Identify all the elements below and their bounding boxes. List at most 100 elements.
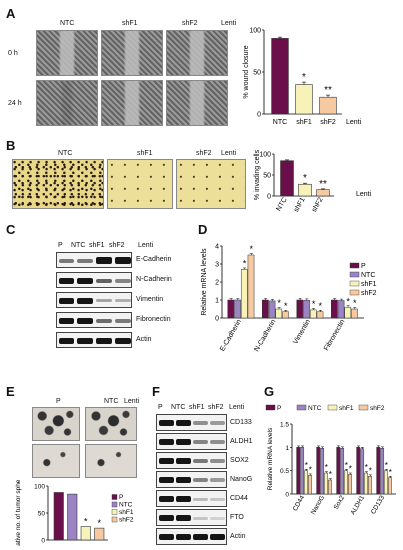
lenti-label: Lenti (221, 20, 237, 27)
lenti-label: Lenti (229, 404, 245, 411)
legend-label: P (361, 263, 366, 270)
bar (234, 299, 241, 319)
significance-mark: ** (319, 179, 327, 190)
x-tick-label: CD133 (370, 494, 386, 515)
protein-label: NanoG (230, 476, 253, 483)
x-tick-label: E-Cadherin (219, 318, 243, 352)
significance-mark: * (349, 465, 352, 474)
bar (280, 160, 294, 197)
col-label-shf1: shF1 (122, 20, 138, 27)
row-label-24h: 24 h (8, 100, 22, 107)
y-tick-label: 0 (215, 316, 219, 323)
wound-image-ntc-24h (36, 80, 98, 126)
y-tick-label: 100 (259, 152, 271, 159)
protein-label: Fibronectin (136, 316, 171, 323)
x-tick-label: shF1 (296, 119, 312, 126)
significance-mark: * (319, 301, 323, 311)
x-tick-label: ALDH1 (350, 494, 367, 516)
bar (303, 300, 310, 319)
x-tick-label: NTC (275, 197, 288, 213)
blot-e-cadherin (56, 252, 132, 268)
wound-image-shf2-0h (166, 30, 228, 76)
significance-mark: * (84, 517, 88, 527)
bar (316, 189, 330, 197)
col-label-shf2: shF2 (109, 242, 125, 249)
protein-label: CD133 (230, 419, 252, 426)
protein-label: Actin (136, 336, 152, 343)
bar (319, 96, 337, 115)
bar (275, 308, 283, 319)
col-label-shf1: shF1 (137, 150, 153, 157)
y-tick-label: 1 (215, 298, 219, 305)
x-tick-label: CD44 (292, 494, 307, 512)
x-tick-label: Fibronectin (323, 318, 346, 352)
panel-label-g: G (264, 384, 275, 399)
blot-fto (156, 509, 227, 526)
legend-swatch (349, 289, 360, 296)
significance-mark: * (365, 463, 368, 472)
legend-swatch (296, 404, 307, 411)
legend-swatch (349, 262, 360, 269)
y-axis-label: Relative mRNA levels (201, 248, 208, 316)
blot-fibronectin (56, 312, 132, 328)
blot-n-cadherin (56, 272, 132, 288)
panel-label-a: A (6, 6, 16, 21)
sphere-image-p (32, 407, 80, 441)
significance-mark: * (345, 461, 348, 470)
protein-label: N-Cadherin (136, 276, 172, 283)
blot-cd133 (156, 414, 227, 431)
blot-actin (156, 528, 227, 545)
blot-aldh1 (156, 433, 227, 450)
lenti-label: Lenti (124, 398, 140, 405)
chart-invading-cells: 0 50 100 NTC * shF1 ** shF2 Lenti % invading cell… (254, 149, 372, 213)
bar (298, 183, 312, 197)
significance-mark: * (369, 466, 372, 475)
col-label-shf2: shF2 (196, 150, 212, 157)
col-label-ntc: NTC (58, 150, 73, 157)
panel-label-e: E (6, 384, 15, 399)
bar (328, 479, 332, 495)
bar (240, 269, 248, 319)
y-tick-label: 0 (267, 194, 271, 201)
col-label-ntc: NTC (171, 404, 186, 411)
bar (340, 448, 345, 495)
bar (247, 254, 255, 319)
bar (304, 470, 308, 495)
significance-mark: * (303, 173, 307, 184)
significance-mark: * (277, 298, 281, 308)
bar (380, 448, 385, 495)
bar (344, 470, 348, 495)
protein-label: CD44 (230, 495, 248, 502)
y-tick-label: 0 (285, 492, 289, 499)
panel-label-b: B (6, 138, 16, 153)
significance-mark: * (284, 301, 288, 311)
legend-label: P (277, 405, 281, 412)
col-label-shf1: shF1 (189, 404, 205, 411)
bar (67, 493, 78, 541)
legend-label: shF1 (361, 281, 377, 288)
wound-image-shf1-24h (101, 80, 163, 126)
y-tick-label: 50 (38, 511, 46, 518)
blot-actin (56, 332, 132, 348)
invasion-image-ntc (12, 159, 104, 209)
legend-swatch (265, 404, 276, 411)
blot-cd44 (156, 490, 227, 507)
blot-nanog (156, 471, 227, 488)
bar (336, 447, 341, 495)
protein-label: ALDH1 (230, 438, 253, 445)
significance-mark: * (389, 468, 392, 477)
x-tick-label: NanoG (310, 495, 326, 516)
y-tick-label: 100 (34, 484, 45, 491)
x-tick-label: N-Cadherin (253, 318, 277, 353)
wound-image-ntc-0h (36, 30, 98, 76)
bar (296, 299, 304, 319)
bar (368, 476, 372, 495)
significance-mark: * (305, 461, 308, 470)
chart-wound-closure: 0 50 100 NTC * shF1 ** shF2 Lenti % wound closure (243, 28, 362, 127)
legend-label: NTC (119, 502, 133, 509)
significance-mark: * (97, 518, 101, 528)
significance-mark: * (329, 470, 332, 479)
y-tick-label: 4 (215, 244, 219, 251)
invasion-image-shf2 (176, 159, 246, 209)
bar (282, 311, 289, 319)
